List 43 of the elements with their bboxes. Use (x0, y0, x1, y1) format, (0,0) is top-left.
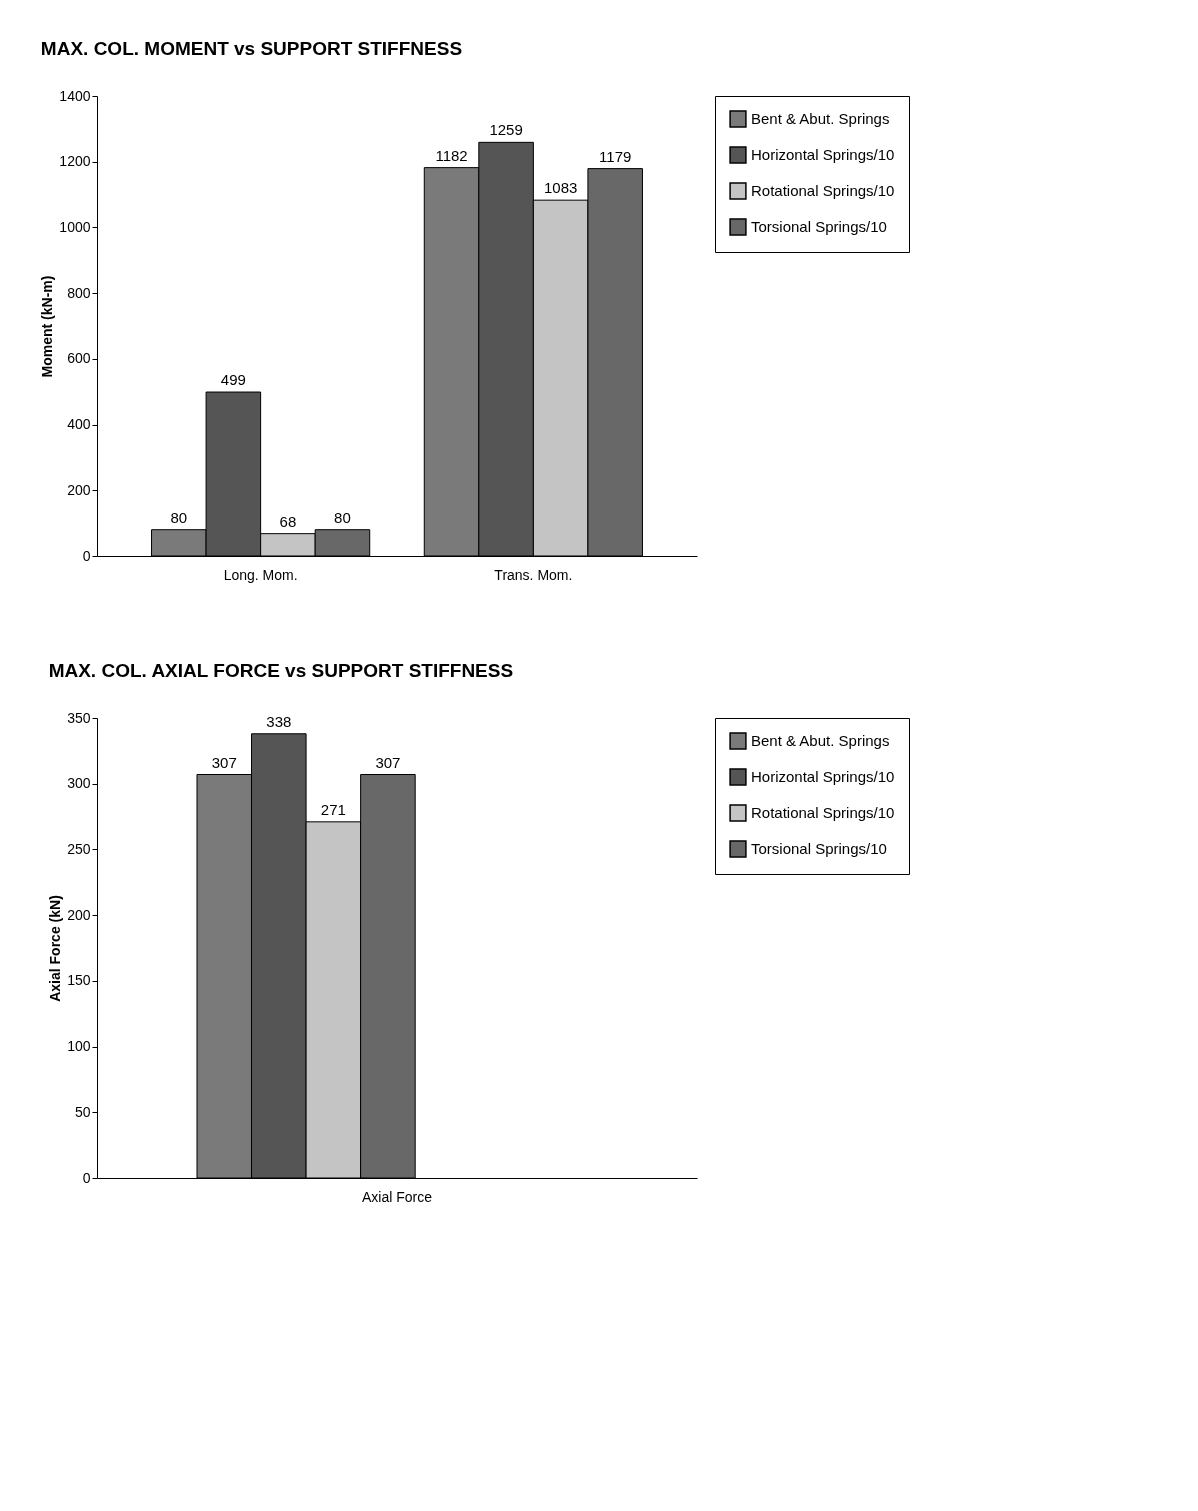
y-tick-label: 350 (67, 709, 91, 726)
legend-label: Torsional Springs/10 (751, 218, 887, 235)
legend-label: Rotational Springs/10 (751, 182, 895, 199)
x-tick-label: Axial Force (361, 1188, 433, 1205)
data-label: 271 (320, 800, 346, 818)
y-tick-label: 50 (74, 1103, 91, 1120)
y-tick-label: 300 (67, 775, 91, 792)
data-label: 1083 (543, 179, 578, 197)
x-tick-label: Long. Mom. (223, 566, 298, 583)
y-tick-label: 400 (67, 416, 91, 433)
data-label: 80 (170, 508, 188, 526)
data-label: 1259 (489, 121, 523, 139)
y-tick-label: 200 (67, 481, 91, 498)
data-label: 307 (375, 753, 401, 771)
legend-label: Torsional Springs/10 (751, 840, 887, 857)
y-axis-title: Axial Force (kN) (47, 895, 64, 1002)
legend-label: Rotational Springs/10 (751, 804, 895, 821)
legend-label: Horizontal Springs/10 (751, 146, 895, 163)
y-tick-label: 0 (82, 1169, 91, 1186)
y-tick-label: 1400 (59, 87, 91, 104)
y-tick-label: 1000 (59, 218, 91, 235)
y-tick-label: 0 (82, 547, 91, 564)
data-label: 68 (279, 512, 297, 530)
y-tick-label: 150 (67, 972, 91, 989)
y-tick-label: 200 (67, 906, 91, 923)
chart-title: MAX. COL. MOMENT vs SUPPORT STIFFNESS (40, 38, 463, 59)
y-tick-label: 800 (67, 284, 91, 301)
y-tick-label: 100 (67, 1038, 91, 1055)
legend-label: Bent & Abut. Springs (751, 110, 890, 127)
data-label: 338 (266, 712, 292, 730)
data-label: 499 (220, 371, 246, 389)
data-label: 307 (211, 753, 237, 771)
data-label: 80 (334, 508, 351, 526)
legend-label: Horizontal Springs/10 (751, 768, 895, 785)
x-tick-label: Trans. Mom. (494, 566, 573, 583)
y-axis-title: Moment (kN-m) (39, 275, 56, 378)
chart-title: MAX. COL. AXIAL FORCE vs SUPPORT STIFFNESS (48, 660, 514, 681)
y-tick-label: 1200 (59, 153, 91, 170)
data-label: 1182 (435, 146, 468, 164)
legend-label: Bent & Abut. Springs (751, 732, 890, 749)
y-tick-label: 250 (67, 840, 91, 857)
y-tick-label: 600 (67, 350, 91, 367)
data-label: 1179 (599, 147, 632, 165)
